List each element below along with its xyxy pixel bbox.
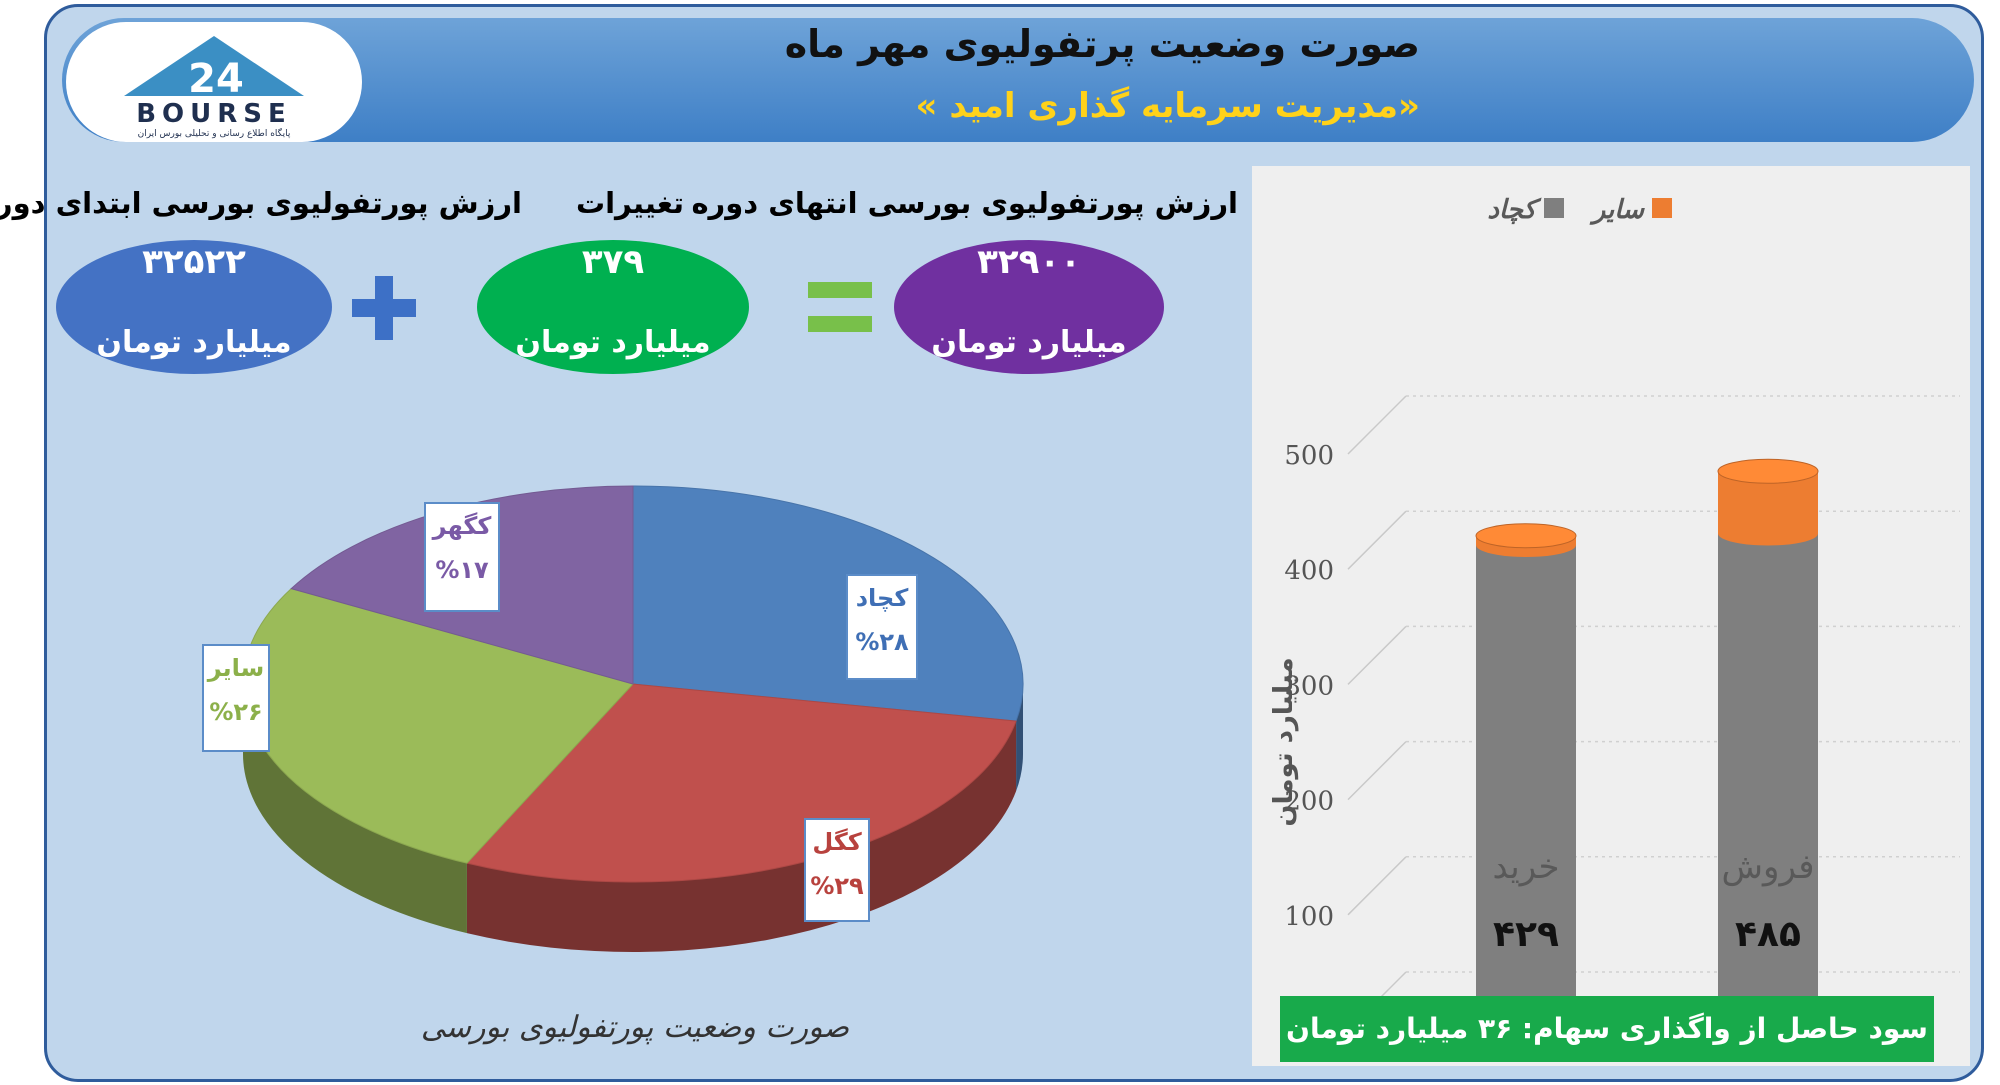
start-value-oval: ۳۲۵۲۲ میلیارد تومان <box>56 240 332 374</box>
change-value: ۳۷۹ <box>581 242 645 282</box>
page-title: صورت وضعیت پرتفولیوی مهر ماه <box>784 22 1420 66</box>
pie-label-name: سایر <box>207 654 265 682</box>
bar-total-label: ۴۲۹ <box>1493 914 1559 955</box>
pie-slice-کچاد <box>632 485 1024 722</box>
pie-label-kegol: کگل %۲۹ <box>804 818 870 922</box>
change-value-oval: ۳۷۹ میلیارد تومان <box>477 240 749 374</box>
legend-label: کچاد <box>1487 195 1541 225</box>
y-tick-label: 200 <box>1284 787 1334 817</box>
y-tick-label: 300 <box>1284 671 1334 701</box>
y-tick-label: 100 <box>1284 902 1334 932</box>
logo-triangle-icon <box>124 36 304 96</box>
plot-background <box>1252 166 1970 1066</box>
pie-side-کگل <box>466 721 1017 952</box>
legend-swatch <box>1652 198 1672 218</box>
pie-label-sayer: سایر %۲۶ <box>202 644 270 752</box>
pie-side-سایر <box>243 684 467 934</box>
pie-label-value: %۱۷ <box>435 556 489 584</box>
pie-label-name: کچاد <box>855 584 909 612</box>
end-value-oval: ۳۲۹۰۰ میلیارد تومان <box>894 240 1164 374</box>
end-value-unit: میلیارد تومان <box>931 325 1127 360</box>
y-tick-label: 400 <box>1284 556 1334 586</box>
pie-label-value: %۲۶ <box>209 698 263 726</box>
bar-segment-سایر <box>1718 471 1818 546</box>
change-value-unit: میلیارد تومان <box>515 325 711 360</box>
pie-label-value: %۲۹ <box>810 872 864 900</box>
x-category-label: فروش <box>1722 847 1815 887</box>
pie-label-kechad: کچاد %۲۸ <box>846 574 918 680</box>
start-value-label: ارزش پورتفولیوی بورسی ابتدای دوره <box>0 186 522 220</box>
bar-top-cap <box>1475 523 1577 549</box>
pie-caption: صورت وضعیت پورتفولیوی بورسی <box>420 1010 850 1045</box>
grid-depth-line <box>1347 510 1407 570</box>
end-value-label: ارزش پورتفولیوی بورسی انتهای دوره <box>691 186 1238 220</box>
end-value: ۳۲۹۰۰ <box>977 242 1081 282</box>
bar-segment-کچاد <box>1718 533 1818 1042</box>
bar-chart-panel: 0100200300400500میلیارد تومانسایرکچادخری… <box>1252 166 1970 1066</box>
change-label: تغییرات <box>575 186 684 220</box>
bar-total-label: ۴۸۵ <box>1735 914 1801 955</box>
header-banner <box>62 18 1974 142</box>
equals-icon <box>808 282 872 334</box>
grid-depth-line <box>1347 741 1407 801</box>
pie-label-name: کگهر <box>432 512 492 540</box>
pie-label-name: کگل <box>812 828 862 856</box>
bar-top-cap <box>1717 458 1819 484</box>
logo-text: BOURSE <box>136 99 292 129</box>
plus-icon <box>352 276 416 340</box>
grid-depth-line <box>1347 856 1407 916</box>
legend-label: سایر <box>1589 195 1646 225</box>
y-tick-label: 500 <box>1284 441 1334 471</box>
pie-side-کچاد <box>1016 684 1023 792</box>
legend-swatch <box>1544 198 1564 218</box>
y-axis-label: میلیارد تومان <box>1269 657 1299 826</box>
grid-depth-line <box>1347 395 1407 455</box>
page-subtitle: «مدیریت سرمایه گذاری امید » <box>915 86 1420 126</box>
bar-chart: 0100200300400500میلیارد تومانسایرکچادخری… <box>1252 166 1970 1066</box>
logo-caption: پایگاه اطلاع رسانی و تحلیلی بورس ایران <box>138 127 291 139</box>
start-value-unit: میلیارد تومان <box>96 325 292 360</box>
bar-segment-کچاد <box>1476 545 1576 1042</box>
pie-chart <box>242 485 1024 952</box>
pie-label-kegohar: کگهر %۱۷ <box>424 502 500 612</box>
logo: 24 BOURSE پایگاه اطلاع رسانی و تحلیلی بو… <box>66 22 362 142</box>
pie-label-value: %۲۸ <box>855 628 909 656</box>
x-category-label: خرید <box>1492 847 1559 887</box>
start-value: ۳۲۵۲۲ <box>142 242 246 282</box>
grid-depth-line <box>1347 625 1407 685</box>
profit-note: سود حاصل از واگذاری سهام: ۳۶ میلیارد توم… <box>1280 996 1934 1062</box>
logo-mark: 24 <box>188 56 244 102</box>
